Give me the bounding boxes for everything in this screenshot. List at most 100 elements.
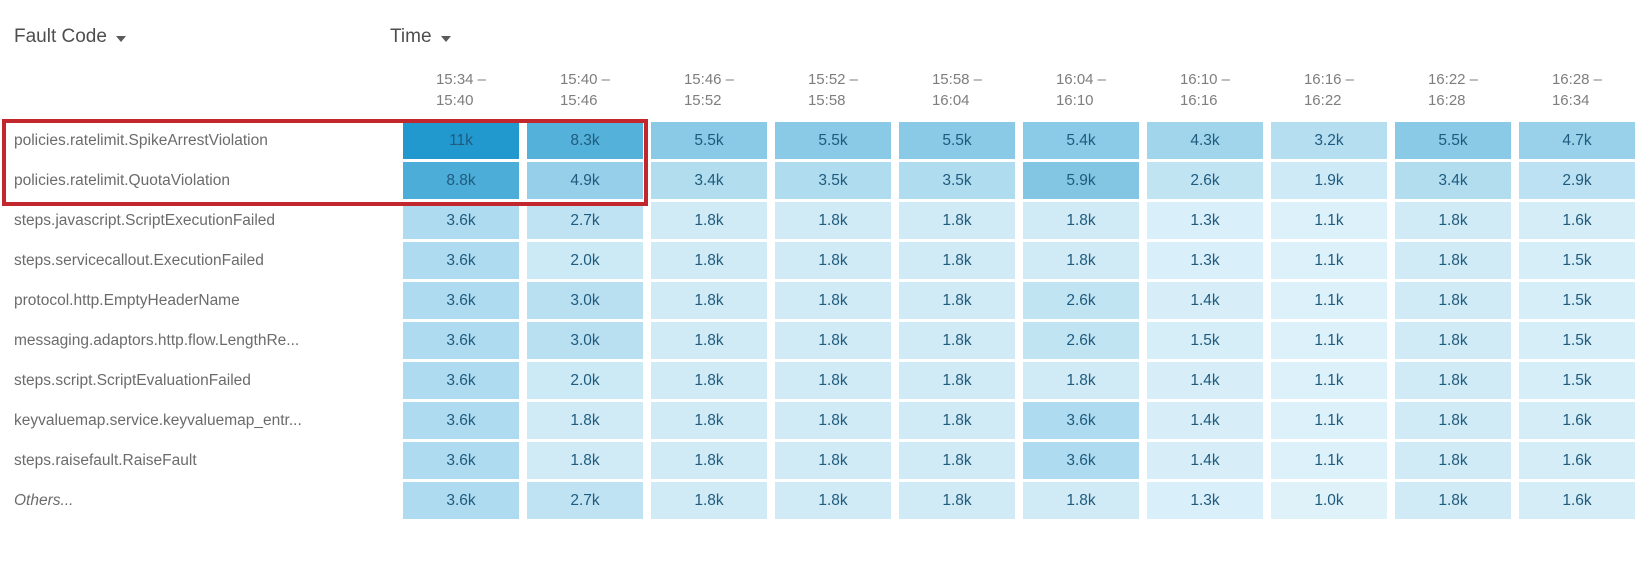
heatmap-cell[interactable]: 1.8k	[775, 442, 891, 479]
heatmap-cell[interactable]: 1.8k	[899, 402, 1015, 439]
heatmap-cell[interactable]: 1.3k	[1147, 482, 1263, 519]
heatmap-cell[interactable]: 1.8k	[1395, 482, 1511, 519]
heatmap-cell[interactable]: 1.5k	[1519, 242, 1635, 279]
heatmap-cell[interactable]: 1.9k	[1271, 162, 1387, 199]
heatmap-cell[interactable]: 1.8k	[775, 282, 891, 319]
heatmap-cell[interactable]: 1.8k	[775, 402, 891, 439]
heatmap-cell[interactable]: 1.8k	[651, 442, 767, 479]
heatmap-cell[interactable]: 1.4k	[1147, 282, 1263, 319]
heatmap-cell[interactable]: 1.8k	[899, 282, 1015, 319]
heatmap-cell[interactable]: 1.8k	[1395, 282, 1511, 319]
heatmap-cell[interactable]: 3.6k	[403, 322, 519, 359]
heatmap-cell[interactable]: 3.5k	[899, 162, 1015, 199]
heatmap-cell[interactable]: 3.4k	[651, 162, 767, 199]
heatmap-cell[interactable]: 1.1k	[1271, 282, 1387, 319]
heatmap-cell[interactable]: 1.1k	[1271, 442, 1387, 479]
heatmap-cell[interactable]: 1.1k	[1271, 322, 1387, 359]
heatmap-cell[interactable]: 5.5k	[899, 122, 1015, 159]
heatmap-cell[interactable]: 4.9k	[527, 162, 643, 199]
heatmap-cell[interactable]: 1.8k	[899, 482, 1015, 519]
heatmap-cell[interactable]: 5.5k	[1395, 122, 1511, 159]
heatmap-cell[interactable]: 2.7k	[527, 482, 643, 519]
heatmap-cell[interactable]: 3.4k	[1395, 162, 1511, 199]
heatmap-cell[interactable]: 8.3k	[527, 122, 643, 159]
heatmap-cell[interactable]: 1.4k	[1147, 362, 1263, 399]
heatmap-cell[interactable]: 1.3k	[1147, 202, 1263, 239]
heatmap-cell[interactable]: 3.2k	[1271, 122, 1387, 159]
heatmap-cell[interactable]: 1.8k	[1023, 242, 1139, 279]
heatmap-cell[interactable]: 1.1k	[1271, 362, 1387, 399]
heatmap-cell[interactable]: 1.8k	[527, 442, 643, 479]
heatmap-cell[interactable]: 1.6k	[1519, 482, 1635, 519]
heatmap-cell[interactable]: 3.6k	[403, 362, 519, 399]
heatmap-cell[interactable]: 5.5k	[775, 122, 891, 159]
heatmap-cell[interactable]: 3.0k	[527, 282, 643, 319]
heatmap-cell[interactable]: 1.8k	[1395, 402, 1511, 439]
heatmap-cell[interactable]: 8.8k	[403, 162, 519, 199]
heatmap-cell[interactable]: 1.8k	[1023, 482, 1139, 519]
heatmap-cell[interactable]: 1.8k	[775, 362, 891, 399]
heatmap-cell[interactable]: 1.8k	[651, 202, 767, 239]
heatmap-cell[interactable]: 1.8k	[1395, 202, 1511, 239]
heatmap-cell[interactable]: 1.1k	[1271, 242, 1387, 279]
heatmap-cell[interactable]: 2.6k	[1023, 322, 1139, 359]
heatmap-cell[interactable]: 1.5k	[1147, 322, 1263, 359]
heatmap-cell[interactable]: 1.4k	[1147, 442, 1263, 479]
heatmap-cell[interactable]: 3.0k	[527, 322, 643, 359]
heatmap-cell[interactable]: 1.5k	[1519, 322, 1635, 359]
heatmap-cell[interactable]: 1.8k	[527, 402, 643, 439]
heatmap-cell[interactable]: 11k	[403, 122, 519, 159]
heatmap-cell[interactable]: 3.6k	[1023, 442, 1139, 479]
heatmap-cell[interactable]: 1.8k	[1395, 322, 1511, 359]
heatmap-cell[interactable]: 5.9k	[1023, 162, 1139, 199]
heatmap-cell[interactable]: 1.6k	[1519, 402, 1635, 439]
heatmap-cell[interactable]: 1.8k	[1023, 362, 1139, 399]
heatmap-cell[interactable]: 3.5k	[775, 162, 891, 199]
heatmap-cell[interactable]: 1.8k	[1395, 442, 1511, 479]
heatmap-cell[interactable]: 2.0k	[527, 362, 643, 399]
heatmap-cell[interactable]: 1.8k	[1395, 242, 1511, 279]
heatmap-cell[interactable]: 1.8k	[899, 242, 1015, 279]
time-sort-control[interactable]: Time	[390, 26, 451, 48]
heatmap-cell[interactable]: 1.1k	[1271, 402, 1387, 439]
heatmap-cell[interactable]: 3.6k	[1023, 402, 1139, 439]
heatmap-cell[interactable]: 1.8k	[775, 322, 891, 359]
heatmap-cell[interactable]: 2.6k	[1023, 282, 1139, 319]
heatmap-cell[interactable]: 5.5k	[651, 122, 767, 159]
heatmap-cell[interactable]: 4.3k	[1147, 122, 1263, 159]
heatmap-cell[interactable]: 1.5k	[1519, 362, 1635, 399]
heatmap-cell[interactable]: 1.8k	[775, 482, 891, 519]
heatmap-cell[interactable]: 1.0k	[1271, 482, 1387, 519]
heatmap-cell[interactable]: 1.6k	[1519, 442, 1635, 479]
heatmap-cell[interactable]: 2.9k	[1519, 162, 1635, 199]
heatmap-cell[interactable]: 1.8k	[899, 362, 1015, 399]
heatmap-cell[interactable]: 3.6k	[403, 242, 519, 279]
heatmap-cell[interactable]: 5.4k	[1023, 122, 1139, 159]
fault-code-sort-control[interactable]: Fault Code	[14, 26, 126, 48]
heatmap-cell[interactable]: 1.8k	[651, 482, 767, 519]
heatmap-cell[interactable]: 1.8k	[899, 202, 1015, 239]
heatmap-cell[interactable]: 1.5k	[1519, 282, 1635, 319]
heatmap-cell[interactable]: 2.7k	[527, 202, 643, 239]
heatmap-cell[interactable]: 3.6k	[403, 282, 519, 319]
heatmap-cell[interactable]: 2.0k	[527, 242, 643, 279]
heatmap-cell[interactable]: 1.8k	[775, 202, 891, 239]
heatmap-cell[interactable]: 3.6k	[403, 202, 519, 239]
heatmap-cell[interactable]: 1.1k	[1271, 202, 1387, 239]
heatmap-cell[interactable]: 1.8k	[775, 242, 891, 279]
heatmap-cell[interactable]: 4.7k	[1519, 122, 1635, 159]
heatmap-cell[interactable]: 1.3k	[1147, 242, 1263, 279]
heatmap-cell[interactable]: 3.6k	[403, 402, 519, 439]
heatmap-cell[interactable]: 1.6k	[1519, 202, 1635, 239]
heatmap-cell[interactable]: 1.8k	[899, 442, 1015, 479]
heatmap-cell[interactable]: 1.8k	[651, 242, 767, 279]
heatmap-cell[interactable]: 1.8k	[899, 322, 1015, 359]
heatmap-cell[interactable]: 1.4k	[1147, 402, 1263, 439]
heatmap-cell[interactable]: 1.8k	[1023, 202, 1139, 239]
heatmap-cell[interactable]: 1.8k	[651, 322, 767, 359]
heatmap-cell[interactable]: 1.8k	[651, 402, 767, 439]
heatmap-cell[interactable]: 1.8k	[1395, 362, 1511, 399]
heatmap-cell[interactable]: 2.6k	[1147, 162, 1263, 199]
heatmap-cell[interactable]: 3.6k	[403, 442, 519, 479]
heatmap-cell[interactable]: 1.8k	[651, 362, 767, 399]
